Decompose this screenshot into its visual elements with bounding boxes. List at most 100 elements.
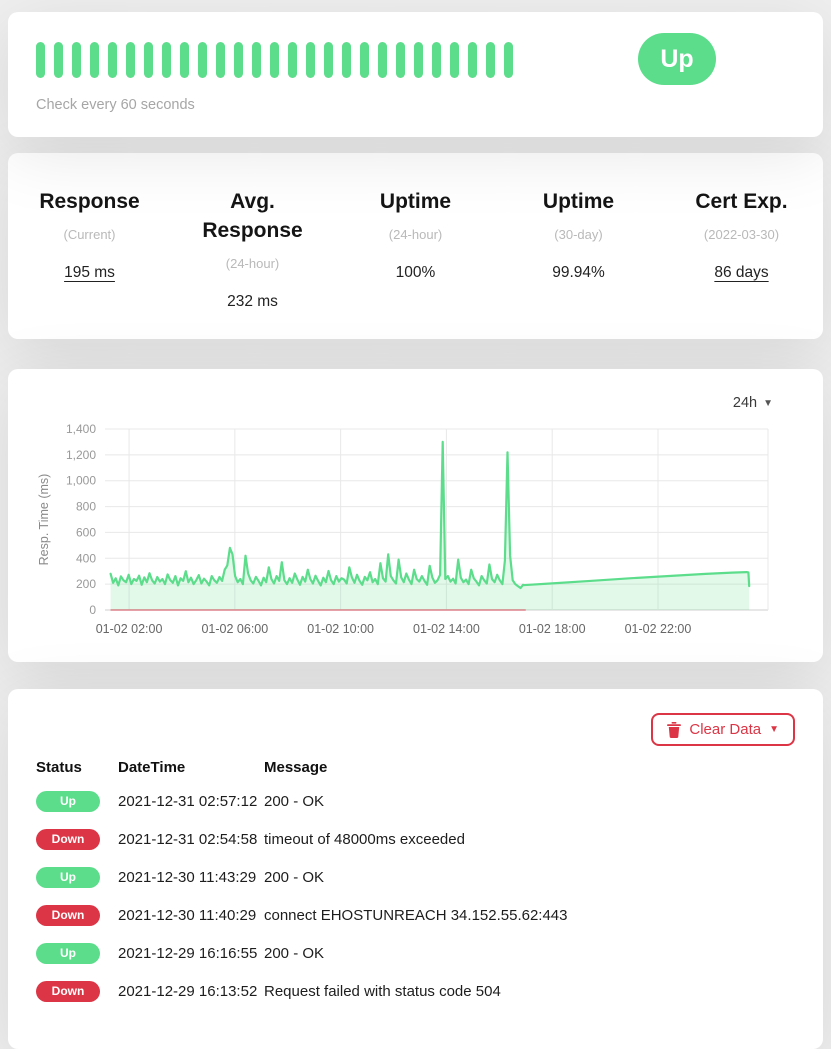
event-datetime: 2021-12-31 02:54:58 xyxy=(118,830,258,848)
svg-text:1,200: 1,200 xyxy=(66,448,96,462)
heartbeat-bar[interactable] xyxy=(162,42,171,78)
heartbeat-bar[interactable] xyxy=(486,42,495,78)
monitor-heartbeat-card: Check every 60 seconds Up xyxy=(8,12,823,137)
svg-text:01-02 14:00: 01-02 14:00 xyxy=(413,622,480,636)
event-row: Up 2021-12-30 11:43:29 200 - OK xyxy=(36,858,795,896)
chart-period-label: 24h xyxy=(732,395,758,411)
trash-icon xyxy=(667,721,682,738)
clear-data-button[interactable]: Clear Data ▼ xyxy=(651,713,795,746)
stat-value: 232 ms xyxy=(227,293,278,310)
event-message: timeout of 48000ms exceeded xyxy=(264,830,465,848)
chevron-down-icon: ▼ xyxy=(763,397,773,409)
stat-uptime-30d: Uptime (30-day) 99.94% xyxy=(497,187,660,339)
chart-period-dropdown[interactable]: 24h ▼ xyxy=(32,393,799,413)
heartbeat-bar[interactable] xyxy=(108,42,117,78)
heartbeat-bar[interactable] xyxy=(324,42,333,78)
stat-avg-response: Avg. Response (24-hour) 232 ms xyxy=(171,187,334,339)
chevron-down-icon: ▼ xyxy=(769,724,779,735)
heartbeat-bar[interactable] xyxy=(198,42,207,78)
svg-text:01-02 18:00: 01-02 18:00 xyxy=(519,622,586,636)
event-datetime: 2021-12-30 11:40:29 xyxy=(118,906,257,924)
status-pill: Up xyxy=(36,942,100,964)
status-pill: Down xyxy=(36,980,100,1002)
heartbeat-bar[interactable] xyxy=(342,42,351,78)
stat-subtitle: (Current) xyxy=(63,227,116,242)
stat-title: Uptime xyxy=(379,190,452,213)
heartbeat-bar[interactable] xyxy=(396,42,405,78)
heartbeat-bar[interactable] xyxy=(36,42,45,78)
svg-text:0: 0 xyxy=(89,603,96,617)
column-header-status: Status xyxy=(36,758,82,776)
heartbeat-bar[interactable] xyxy=(54,42,63,78)
event-row: Up 2021-12-31 02:57:12 200 - OK xyxy=(36,782,795,820)
monitor-status-badge: Up xyxy=(638,33,716,85)
heartbeat-bar[interactable] xyxy=(126,42,135,78)
event-datetime: 2021-12-29 16:16:55 xyxy=(118,944,258,962)
status-pill: Up xyxy=(36,790,100,812)
event-row: Up 2021-12-29 16:16:55 200 - OK xyxy=(36,934,795,972)
event-datetime: 2021-12-29 16:13:52 xyxy=(118,982,258,1000)
stat-subtitle: (24-hour) xyxy=(225,256,280,271)
heartbeat-bar[interactable] xyxy=(378,42,387,78)
stat-subtitle: (2022-03-30) xyxy=(703,227,780,242)
event-row: Down 2021-12-29 16:13:52 Request failed … xyxy=(36,972,795,1010)
clear-data-label: Clear Data xyxy=(689,721,762,738)
event-row: Down 2021-12-30 11:40:29 connect EHOSTUN… xyxy=(36,896,795,934)
stat-uptime-24h: Uptime (24-hour) 100% xyxy=(334,187,497,339)
stat-title: Avg. Response xyxy=(202,190,303,242)
svg-text:1,400: 1,400 xyxy=(66,422,96,436)
heartbeat-bar[interactable] xyxy=(270,42,279,78)
heartbeat-bar[interactable] xyxy=(504,42,513,78)
svg-text:600: 600 xyxy=(76,525,96,539)
event-message: connect EHOSTUNREACH 34.152.55.62:443 xyxy=(264,906,568,924)
stat-cert-expiry: Cert Exp. (2022-03-30) 86 days xyxy=(660,187,823,339)
event-datetime: 2021-12-31 02:57:12 xyxy=(118,792,258,810)
stat-response-current: Response (Current) 195 ms xyxy=(8,187,171,339)
status-pill: Up xyxy=(36,866,100,888)
heartbeat-bar-row xyxy=(36,42,795,78)
heartbeat-bar[interactable] xyxy=(360,42,369,78)
heartbeat-bar[interactable] xyxy=(432,42,441,78)
stat-value: 99.94% xyxy=(552,264,605,281)
event-message: Request failed with status code 504 xyxy=(264,982,501,1000)
check-interval-text: Check every 60 seconds xyxy=(36,97,195,113)
stat-subtitle: (30-day) xyxy=(554,227,603,242)
svg-text:01-02 06:00: 01-02 06:00 xyxy=(201,622,268,636)
stat-value: 100% xyxy=(395,264,436,281)
heartbeat-bar[interactable] xyxy=(144,42,153,78)
stat-value: 195 ms xyxy=(64,264,115,281)
heartbeat-bar[interactable] xyxy=(252,42,261,78)
events-card: Clear Data ▼ Status DateTime Message Up … xyxy=(8,689,823,1049)
svg-text:01-02 10:00: 01-02 10:00 xyxy=(307,622,374,636)
heartbeat-bar[interactable] xyxy=(306,42,315,78)
heartbeat-bar[interactable] xyxy=(180,42,189,78)
response-time-chart[interactable]: 0 200 400 600 800 1,000 1,200 1,400 01-02 02:00 0… xyxy=(32,417,799,645)
svg-text:Resp. Time (ms): Resp. Time (ms) xyxy=(37,474,51,566)
heartbeat-bar[interactable] xyxy=(90,42,99,78)
svg-text:01-02 02:00: 01-02 02:00 xyxy=(96,622,163,636)
response-chart-card: 24h ▼ 0 200 400 600 800 1,000 1,200 1,400 01-02 … xyxy=(8,369,823,662)
heartbeat-bar[interactable] xyxy=(72,42,81,78)
heartbeat-bar[interactable] xyxy=(234,42,243,78)
status-pill: Down xyxy=(36,828,100,850)
event-message: 200 - OK xyxy=(264,868,325,886)
heartbeat-bar[interactable] xyxy=(450,42,459,78)
heartbeat-bar[interactable] xyxy=(288,42,297,78)
stat-subtitle: (24-hour) xyxy=(388,227,443,242)
event-row: Down 2021-12-31 02:54:58 timeout of 4800… xyxy=(36,820,795,858)
events-table-header: Status DateTime Message xyxy=(36,752,795,782)
svg-text:01-02 22:00: 01-02 22:00 xyxy=(625,622,692,636)
heartbeat-bar[interactable] xyxy=(216,42,225,78)
stat-value: 86 days xyxy=(714,264,769,281)
column-header-datetime: DateTime xyxy=(118,758,186,776)
heartbeat-bar[interactable] xyxy=(414,42,423,78)
stats-card: Response (Current) 195 ms Avg. Response … xyxy=(8,153,823,339)
events-table: Status DateTime Message Up 2021-12-31 02… xyxy=(36,752,795,1010)
event-message: 200 - OK xyxy=(264,944,325,962)
event-message: 200 - OK xyxy=(264,792,325,810)
svg-text:400: 400 xyxy=(76,551,96,565)
svg-text:200: 200 xyxy=(76,577,96,591)
status-pill: Down xyxy=(36,904,100,926)
heartbeat-bar[interactable] xyxy=(468,42,477,78)
stat-title: Cert Exp. xyxy=(695,190,788,213)
